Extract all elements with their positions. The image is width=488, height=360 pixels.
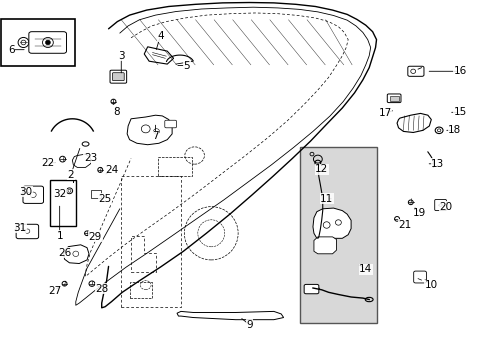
Ellipse shape: [45, 40, 50, 45]
FancyBboxPatch shape: [434, 199, 446, 211]
Polygon shape: [127, 115, 172, 145]
Text: 6: 6: [8, 45, 15, 55]
Polygon shape: [396, 113, 430, 132]
Text: 30: 30: [19, 186, 32, 197]
Text: 17: 17: [378, 108, 391, 118]
FancyBboxPatch shape: [23, 186, 43, 203]
Text: 12: 12: [314, 164, 328, 174]
FancyBboxPatch shape: [50, 180, 76, 226]
FancyBboxPatch shape: [407, 66, 423, 76]
Polygon shape: [313, 237, 336, 254]
FancyBboxPatch shape: [386, 94, 400, 103]
FancyBboxPatch shape: [299, 147, 376, 323]
Text: 20: 20: [439, 202, 451, 212]
Text: 2: 2: [67, 170, 74, 180]
Polygon shape: [177, 311, 283, 320]
Text: 14: 14: [358, 264, 372, 274]
Text: 23: 23: [83, 153, 97, 163]
FancyBboxPatch shape: [1, 19, 75, 66]
Text: 18: 18: [447, 125, 461, 135]
Text: 28: 28: [95, 284, 108, 294]
Text: 22: 22: [41, 158, 55, 168]
Text: 8: 8: [113, 107, 120, 117]
FancyBboxPatch shape: [110, 70, 126, 83]
FancyBboxPatch shape: [389, 96, 398, 101]
Text: 24: 24: [104, 165, 118, 175]
Text: 25: 25: [98, 194, 112, 204]
Text: 11: 11: [319, 194, 333, 204]
Polygon shape: [72, 154, 90, 167]
Text: 21: 21: [397, 220, 411, 230]
Polygon shape: [312, 208, 350, 238]
Text: 9: 9: [245, 320, 252, 330]
FancyBboxPatch shape: [91, 190, 101, 198]
FancyBboxPatch shape: [413, 271, 426, 283]
FancyBboxPatch shape: [164, 120, 176, 128]
Text: 26: 26: [58, 248, 71, 258]
FancyBboxPatch shape: [304, 284, 318, 294]
Text: 5: 5: [183, 60, 190, 71]
Text: 29: 29: [88, 232, 102, 242]
Text: 3: 3: [118, 51, 124, 61]
Text: 27: 27: [48, 286, 61, 296]
FancyBboxPatch shape: [112, 73, 124, 81]
Text: 10: 10: [424, 280, 437, 290]
FancyBboxPatch shape: [16, 224, 39, 239]
Text: 32: 32: [53, 189, 66, 199]
Text: 15: 15: [453, 107, 467, 117]
Text: 19: 19: [412, 208, 426, 218]
Text: 31: 31: [13, 222, 26, 233]
Polygon shape: [144, 47, 173, 64]
Text: 13: 13: [430, 159, 444, 169]
Text: 1: 1: [56, 231, 63, 241]
Text: 7: 7: [152, 131, 159, 141]
Polygon shape: [63, 245, 89, 264]
FancyBboxPatch shape: [29, 32, 66, 53]
Text: 4: 4: [157, 31, 163, 41]
Text: 16: 16: [453, 66, 467, 76]
